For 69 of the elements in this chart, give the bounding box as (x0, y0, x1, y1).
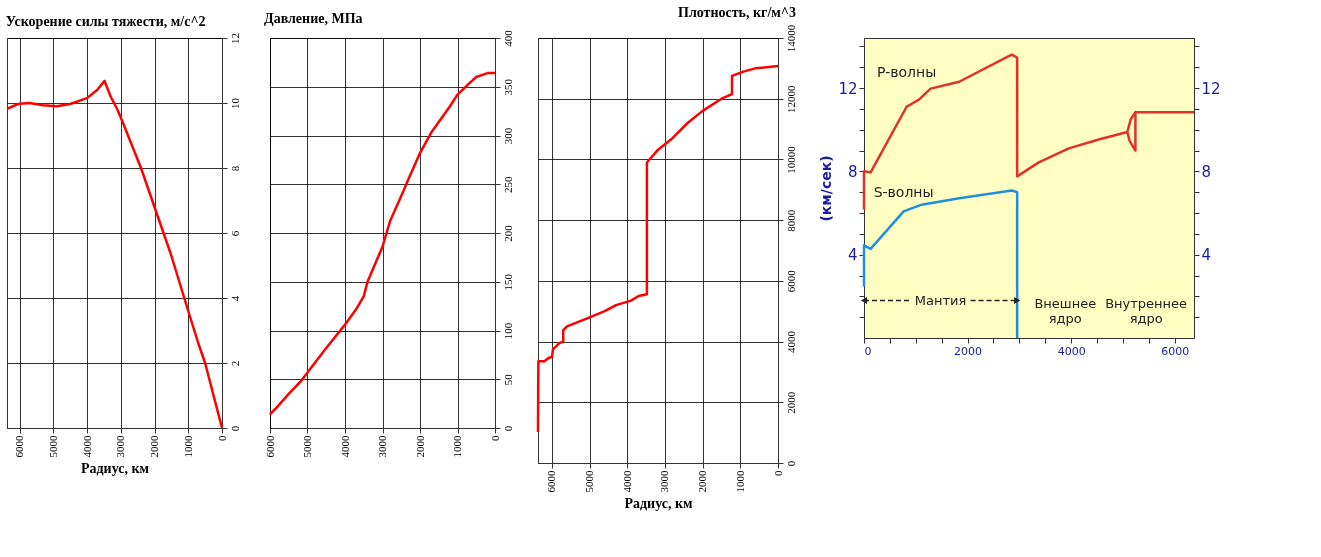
y-axis-title: (км/сек) (818, 155, 835, 222)
y-tick-label: 400 (501, 29, 514, 47)
y2-tick-label: 12 (1201, 79, 1221, 98)
x-tick-label: 1000 (451, 435, 463, 458)
chart-title: Ускорение силы тяжести, м/с^2 (5, 13, 206, 29)
x-tick-label: 4000 (620, 470, 633, 493)
y-tick-label: 10 (228, 97, 241, 109)
x-axis-title: Радиус, км (624, 495, 693, 511)
x-tick-label: 0 (215, 435, 228, 441)
line-series (862, 53, 1196, 211)
x-tick-label: 4000 (80, 435, 93, 458)
y-tick-label: 2 (228, 360, 241, 367)
line-series (536, 64, 780, 434)
x-tick-label: 5000 (46, 435, 59, 458)
y-tick-label: 14000 (784, 24, 797, 53)
x-tick-label: 4000 (1057, 344, 1086, 358)
y-tick-label: 150 (501, 273, 514, 291)
x-tick-label: 3000 (658, 470, 671, 493)
line-series (862, 189, 1019, 340)
x-tick-label: 6000 (263, 435, 276, 458)
x-tick-label: 6000 (1161, 344, 1190, 358)
x-tick-label: 0 (771, 470, 784, 476)
series-label: S-волны (873, 184, 934, 201)
y-tick-label: 2000 (784, 391, 797, 414)
y-tick-label: 6 (228, 230, 241, 237)
y-tick-label: 12000 (784, 84, 797, 113)
x-tick-label: 1000 (181, 435, 194, 458)
x-tick-label: 2000 (148, 435, 161, 458)
x-tick-label: 1000 (733, 470, 746, 493)
y-tick-label: 10000 (784, 145, 797, 174)
y-tick-label: 50 (501, 373, 514, 386)
x-tick-label: 5000 (583, 470, 596, 493)
y-tick-label: 250 (501, 176, 514, 193)
annotation: Внутреннее ядро (1105, 295, 1188, 326)
x-tick-label: 2000 (413, 435, 426, 458)
x-tick-label: 6000 (13, 435, 26, 458)
y-tick-label: 6000 (784, 269, 797, 293)
y-tick-label: 300 (501, 127, 514, 145)
y-tick-label: 0 (784, 460, 797, 467)
x-tick-label: 0 (488, 435, 501, 441)
x-tick-label: 3000 (114, 435, 127, 458)
y-tick-label: 4 (847, 246, 858, 265)
x-tick-label: 4000 (338, 435, 351, 458)
y-tick-label: 0 (501, 425, 514, 432)
series-label: P-волны (877, 63, 937, 80)
y2-tick-label: 4 (1201, 246, 1212, 265)
y-tick-label: 8000 (784, 209, 797, 232)
x-tick-label: 6000 (545, 470, 558, 493)
y-tick-label: 4 (228, 295, 241, 302)
y-tick-label: 0 (228, 425, 241, 432)
y-tick-label: 200 (501, 224, 514, 242)
x-axis-title: Радиус, км (80, 460, 150, 476)
y-tick-label: 12 (228, 33, 241, 44)
x-tick-label: 3000 (376, 435, 388, 458)
x-tick-label: 2000 (954, 344, 983, 358)
y-tick-label: 12 (838, 79, 858, 98)
x-tick-label: 2000 (696, 470, 709, 493)
line-series (268, 71, 497, 416)
x-tick-label: 5000 (301, 435, 313, 458)
y2-tick-label: 8 (1201, 162, 1212, 181)
chart-title: Плотность, кг/м^3 (678, 5, 796, 21)
y-tick-label: 8 (228, 165, 241, 172)
chart-title: Давление, МПа (264, 10, 363, 26)
y-tick-label: 350 (501, 78, 514, 96)
x-tick-label: 0 (864, 344, 872, 358)
y-tick-label: 100 (501, 322, 514, 340)
annotation: Внешнее ядро (1034, 295, 1097, 326)
y-tick-label: 8 (847, 162, 858, 181)
annotation: Мантия (914, 292, 967, 308)
